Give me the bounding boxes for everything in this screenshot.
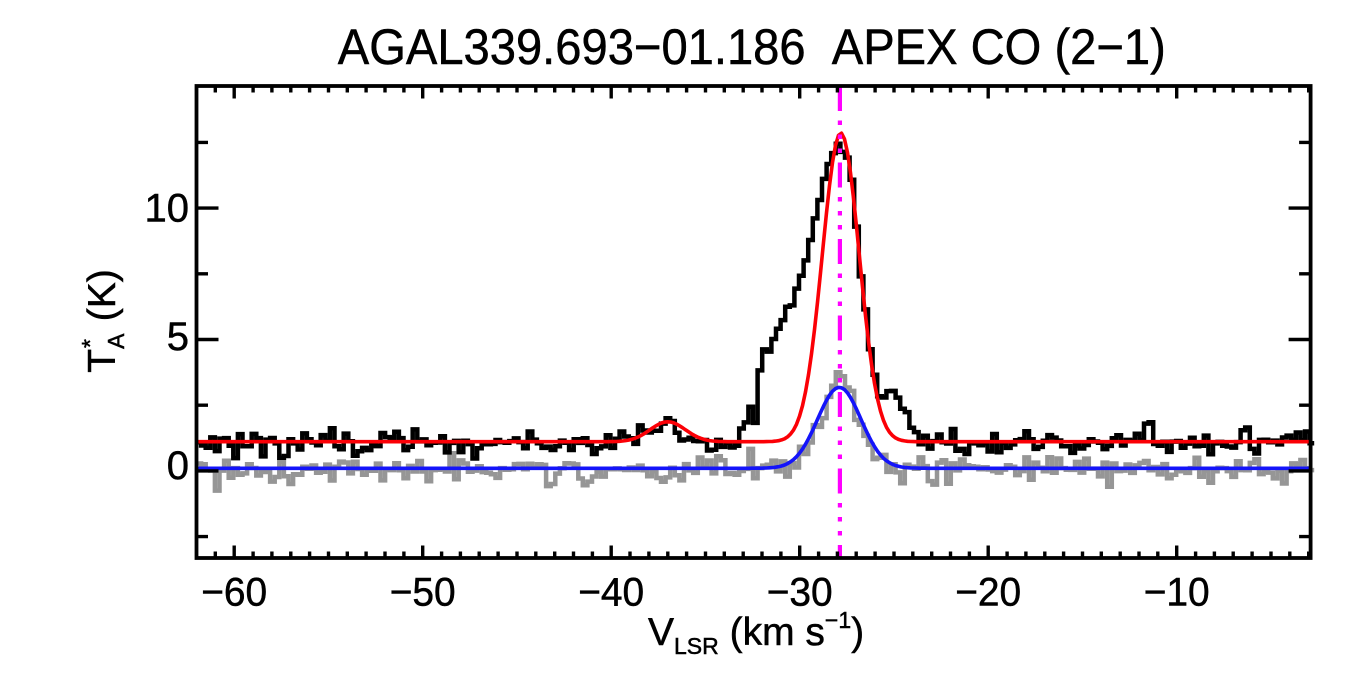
svg-text:5: 5: [167, 315, 189, 359]
svg-text:−60: −60: [201, 571, 267, 615]
svg-text:−30: −30: [767, 571, 833, 615]
svg-text:TA* (K): TA* (K): [77, 269, 129, 372]
svg-text:−10: −10: [1144, 571, 1210, 615]
svg-text:−50: −50: [390, 571, 456, 615]
svg-text:0: 0: [167, 444, 189, 488]
svg-text:10: 10: [145, 187, 190, 231]
svg-text:−20: −20: [955, 571, 1021, 615]
svg-text:−40: −40: [578, 571, 644, 615]
svg-text:AGAL339.693−01.186 APEX CO (2: AGAL339.693−01.186 APEX CO (2−1): [338, 19, 1166, 75]
